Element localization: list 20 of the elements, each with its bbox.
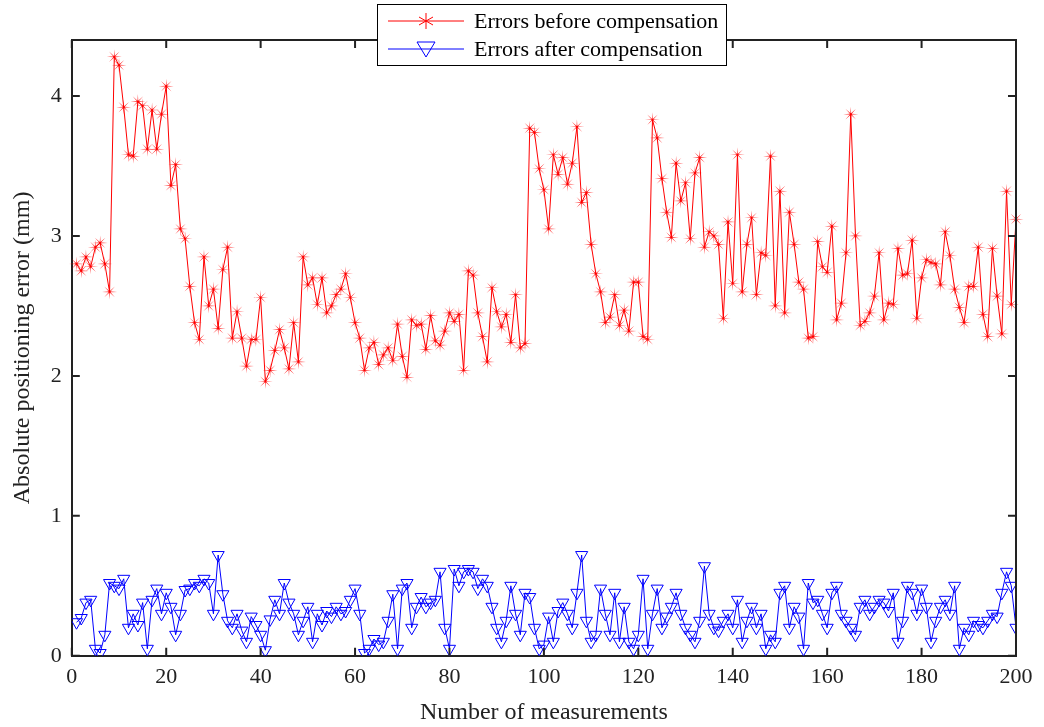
x-tick-label: 40	[249, 662, 272, 688]
x-tick-label: 120	[621, 662, 655, 688]
y-tick-label: 4	[50, 81, 62, 107]
x-tick-label: 140	[716, 662, 750, 688]
x-axis-title: Number of measurements	[419, 697, 668, 724]
x-tick-label: 0	[66, 662, 78, 688]
x-tick-label: 180	[905, 662, 939, 688]
x-tick-label: 200	[999, 662, 1033, 688]
x-tick-label: 100	[527, 662, 561, 688]
x-tick-label: 20	[155, 662, 178, 688]
y-tick-label: 2	[50, 361, 62, 387]
y-tick-label: 1	[50, 501, 62, 527]
legend-label: Errors before compensation	[474, 8, 719, 34]
y-tick-label: 0	[50, 641, 62, 667]
x-tick-label: 60	[344, 662, 367, 688]
y-axis-title: Absolute positioning error (mm)	[7, 191, 34, 505]
x-tick-label: 80	[438, 662, 461, 688]
y-tick-label: 3	[50, 221, 62, 247]
x-tick-label: 160	[810, 662, 844, 688]
legend-label: Errors after compensation	[474, 36, 703, 62]
